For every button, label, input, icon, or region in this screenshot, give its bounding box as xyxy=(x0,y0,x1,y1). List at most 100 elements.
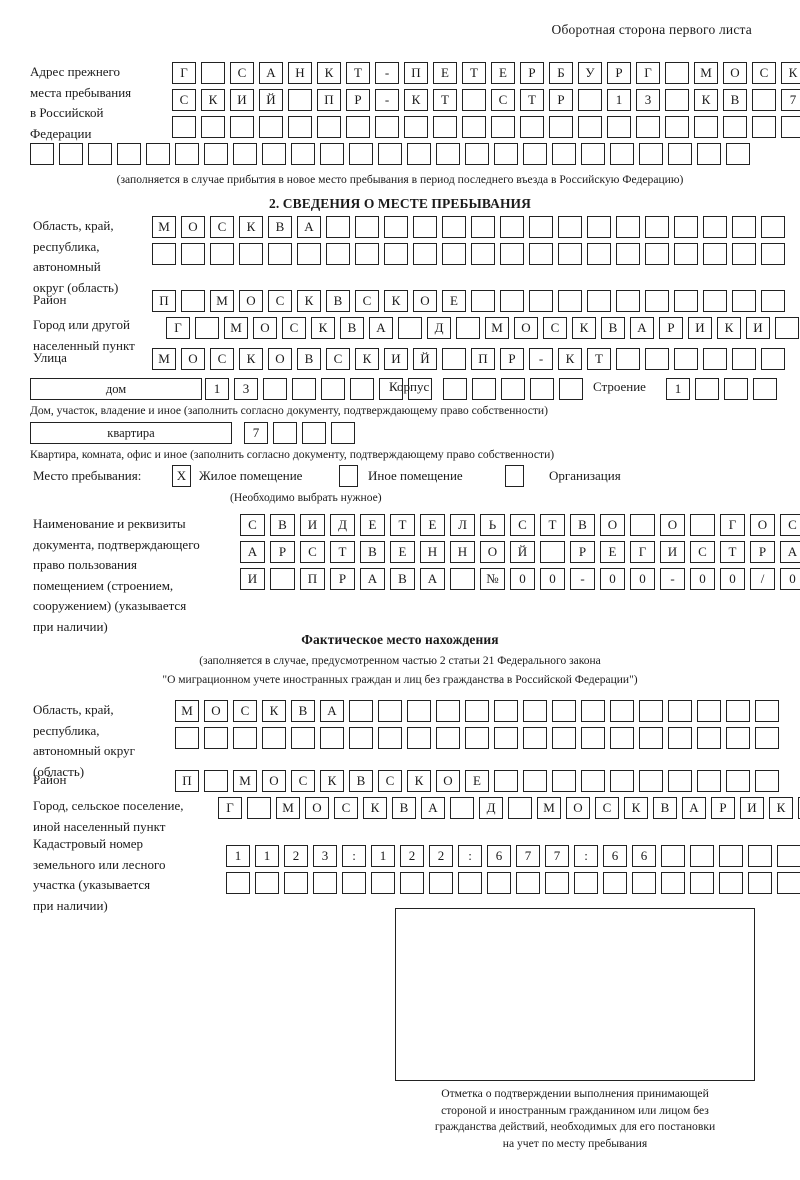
char-cell[interactable]: О xyxy=(436,770,460,792)
char-cell[interactable] xyxy=(404,116,428,138)
char-cell[interactable]: Д xyxy=(479,797,503,819)
char-cell[interactable] xyxy=(413,243,437,265)
char-cell[interactable] xyxy=(755,700,779,722)
char-cell[interactable] xyxy=(748,872,772,894)
confirmation-stamp-box[interactable] xyxy=(395,908,755,1081)
char-cell[interactable]: - xyxy=(375,62,399,84)
char-cell[interactable]: В xyxy=(601,317,625,339)
char-cell[interactable] xyxy=(349,143,373,165)
char-cell[interactable] xyxy=(674,216,698,238)
char-cell[interactable] xyxy=(558,290,582,312)
char-cell[interactable]: В xyxy=(340,317,364,339)
flat-number-comb[interactable]: 7 xyxy=(244,422,355,444)
char-cell[interactable] xyxy=(777,872,800,894)
char-cell[interactable] xyxy=(297,243,321,265)
char-cell[interactable]: 3 xyxy=(234,378,258,400)
char-cell[interactable]: А xyxy=(369,317,393,339)
char-cell[interactable] xyxy=(668,143,692,165)
char-cell[interactable]: 0 xyxy=(720,568,745,590)
char-cell[interactable] xyxy=(610,700,634,722)
char-cell[interactable]: М xyxy=(152,216,176,238)
char-cell[interactable] xyxy=(471,290,495,312)
char-cell[interactable]: М xyxy=(210,290,234,312)
char-cell[interactable]: - xyxy=(570,568,595,590)
char-cell[interactable] xyxy=(384,216,408,238)
char-cell[interactable] xyxy=(302,422,326,444)
char-cell[interactable] xyxy=(371,872,395,894)
char-cell[interactable] xyxy=(549,116,573,138)
char-cell[interactable] xyxy=(540,541,565,563)
char-cell[interactable] xyxy=(259,116,283,138)
char-cell[interactable] xyxy=(378,727,402,749)
char-cell[interactable]: Т xyxy=(330,541,355,563)
char-cell[interactable] xyxy=(331,422,355,444)
char-cell[interactable] xyxy=(748,845,772,867)
char-cell[interactable] xyxy=(574,872,598,894)
char-cell[interactable] xyxy=(665,116,689,138)
char-cell[interactable]: Е xyxy=(442,290,466,312)
char-cell[interactable]: К xyxy=(404,89,428,111)
char-cell[interactable] xyxy=(558,216,582,238)
section2-region-comb-row-2[interactable] xyxy=(152,243,785,265)
char-cell[interactable] xyxy=(346,116,370,138)
char-cell[interactable] xyxy=(407,727,431,749)
char-cell[interactable] xyxy=(175,143,199,165)
char-cell[interactable] xyxy=(695,378,719,400)
char-cell[interactable]: Д xyxy=(427,317,451,339)
char-cell[interactable]: Р xyxy=(549,89,573,111)
char-cell[interactable]: Е xyxy=(360,514,385,536)
char-cell[interactable]: Е xyxy=(600,541,625,563)
char-cell[interactable]: 1 xyxy=(205,378,229,400)
char-cell[interactable] xyxy=(494,700,518,722)
char-cell[interactable]: П xyxy=(471,348,495,370)
char-cell[interactable]: С xyxy=(355,290,379,312)
char-cell[interactable] xyxy=(326,216,350,238)
char-cell[interactable]: П xyxy=(300,568,325,590)
char-cell[interactable]: Р xyxy=(330,568,355,590)
char-cell[interactable]: Р xyxy=(346,89,370,111)
document-details-comb-row-1[interactable]: СВИДЕТЕЛЬСТВООГОСУД xyxy=(240,514,800,536)
char-cell[interactable]: С xyxy=(378,770,402,792)
char-cell[interactable] xyxy=(210,243,234,265)
char-cell[interactable] xyxy=(697,770,721,792)
char-cell[interactable] xyxy=(775,317,799,339)
char-cell[interactable] xyxy=(355,243,379,265)
char-cell[interactable]: Г xyxy=(636,62,660,84)
char-cell[interactable]: О xyxy=(181,348,205,370)
char-cell[interactable]: М xyxy=(175,700,199,722)
char-cell[interactable] xyxy=(761,216,785,238)
char-cell[interactable]: К xyxy=(262,700,286,722)
char-cell[interactable]: С xyxy=(300,541,325,563)
char-cell[interactable] xyxy=(233,727,257,749)
checkbox-residential[interactable]: X xyxy=(172,465,191,487)
char-cell[interactable]: А xyxy=(240,541,265,563)
char-cell[interactable] xyxy=(501,378,525,400)
char-cell[interactable] xyxy=(639,727,663,749)
char-cell[interactable] xyxy=(59,143,83,165)
char-cell[interactable]: Г xyxy=(172,62,196,84)
char-cell[interactable]: С xyxy=(240,514,265,536)
char-cell[interactable] xyxy=(226,872,250,894)
char-cell[interactable]: С xyxy=(282,317,306,339)
char-cell[interactable] xyxy=(661,872,685,894)
char-cell[interactable] xyxy=(581,143,605,165)
actual-region-comb-row-2[interactable] xyxy=(175,727,779,749)
char-cell[interactable] xyxy=(443,378,467,400)
char-cell[interactable] xyxy=(255,872,279,894)
char-cell[interactable] xyxy=(703,243,727,265)
char-cell[interactable] xyxy=(342,872,366,894)
char-cell[interactable]: М xyxy=(694,62,718,84)
char-cell[interactable]: К xyxy=(311,317,335,339)
char-cell[interactable]: К xyxy=(239,348,263,370)
char-cell[interactable]: : xyxy=(458,845,482,867)
char-cell[interactable]: 1 xyxy=(226,845,250,867)
char-cell[interactable]: 1 xyxy=(371,845,395,867)
char-cell[interactable] xyxy=(508,797,532,819)
char-cell[interactable]: К xyxy=(317,62,341,84)
char-cell[interactable]: Т xyxy=(433,89,457,111)
char-cell[interactable] xyxy=(726,727,750,749)
char-cell[interactable]: П xyxy=(152,290,176,312)
